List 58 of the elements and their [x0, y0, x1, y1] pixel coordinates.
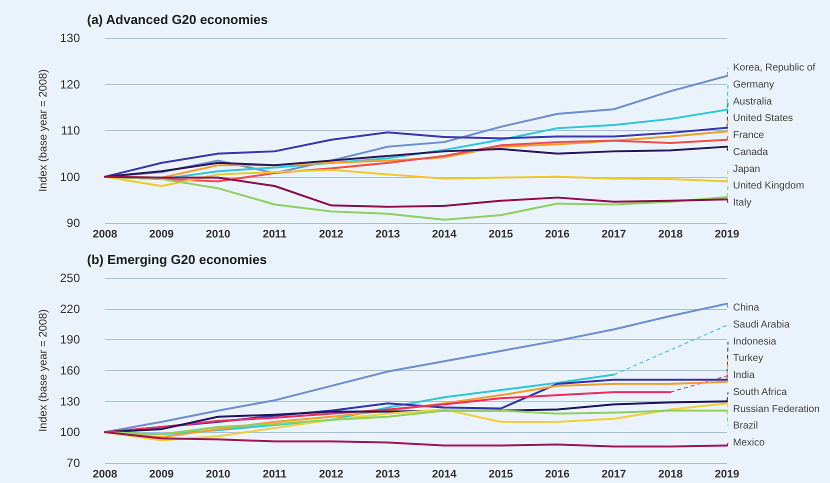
x-tick-label: 2013: [375, 468, 400, 480]
y-tick-label: 160: [60, 364, 80, 378]
legend-label: France: [733, 130, 765, 141]
y-tick-label: 70: [66, 456, 80, 470]
x-tick-label: 2014: [432, 228, 458, 240]
x-tick-label: 2015: [488, 228, 514, 240]
x-tick-label: 2016: [545, 468, 570, 480]
text: Saudi Arabia: [733, 319, 790, 330]
legend-label: Korea, Republic of: [733, 62, 816, 74]
series-label: Brazil: [733, 420, 758, 432]
x-tick-label: 2014: [432, 468, 458, 480]
legend-label: Mexico: [733, 438, 766, 448]
y-tick-label: 100: [60, 170, 80, 184]
y-tick-label: 250: [60, 271, 80, 285]
x-tick-label: 2019: [714, 468, 740, 480]
x-tick-label: 2012: [318, 228, 344, 240]
x-tick-label: 2017: [602, 228, 626, 240]
x-tick-label: 2019: [714, 228, 740, 240]
y-tick-label: 100: [60, 425, 80, 440]
x-tick-label: 2011: [262, 468, 287, 480]
x-tick-label: 2013: [375, 228, 400, 240]
x-tick-label: 2018: [658, 468, 683, 480]
x-tick-label: 2008: [92, 468, 118, 480]
x-tick-label: 2009: [149, 468, 174, 480]
legend-label: Russian Federation: [733, 404, 820, 415]
text: Germany: [733, 79, 774, 90]
x-tick-label: 2011: [262, 228, 287, 240]
y-tick-label: 120: [60, 77, 80, 92]
chart-title: (b) Emerging G20 economies: [87, 252, 267, 267]
y-axis-title: Index (base year = 2008): [38, 69, 50, 192]
x-tick-label: 2017: [602, 468, 626, 480]
legend-label: United Kingdom: [733, 180, 804, 192]
text: India: [733, 370, 756, 381]
y-tick-label: 110: [60, 124, 80, 138]
x-tick-label: 2009: [149, 228, 174, 240]
x-tick-label: 2012: [318, 468, 344, 480]
y-tick-label: 220: [60, 302, 80, 316]
x-tick-label: 2015: [488, 468, 514, 480]
y-tick-label: 130: [60, 394, 80, 408]
x-tick-label: 2016: [545, 228, 570, 240]
series-label: Turkey: [733, 353, 764, 364]
text: Australia: [733, 96, 772, 108]
legend-label: United States: [733, 113, 794, 124]
legend-label: China: [733, 302, 760, 314]
y-tick-label: 190: [60, 332, 80, 347]
y-tick-label: 90: [66, 216, 80, 230]
chart-title: (a) Advanced G20 economies: [87, 12, 268, 27]
y-tick-label: 130: [60, 31, 80, 45]
legend-label: Japan: [733, 164, 760, 175]
x-tick-label: 2008: [92, 228, 118, 240]
legend-label: South Africa: [733, 386, 788, 398]
text: Indonesia: [733, 336, 777, 348]
x-tick-label: 2010: [206, 228, 230, 240]
y-axis-title: Index (base year = 2008): [38, 309, 50, 432]
legend-label: Canada: [733, 146, 768, 158]
x-tick-label: 2010: [206, 468, 230, 480]
x-tick-label: 2018: [658, 228, 683, 240]
legend-label: Italy: [733, 198, 752, 208]
